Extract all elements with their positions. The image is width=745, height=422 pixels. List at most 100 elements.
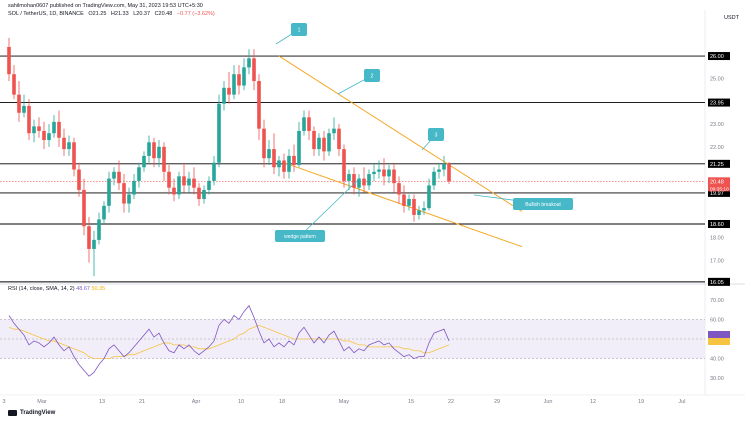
- candle-body: [117, 171, 121, 184]
- candle-body: [92, 239, 96, 249]
- rsi-axis-label: 50.00: [710, 337, 724, 343]
- candle-body: [27, 105, 31, 134]
- candle-body: [17, 94, 21, 113]
- candle-body: [247, 58, 251, 68]
- candle-body: [102, 205, 106, 220]
- candle-body: [127, 194, 131, 204]
- annotation-bullish-breakout-box: [513, 198, 573, 210]
- time-axis-label: Apr: [192, 399, 201, 405]
- candle-body: [262, 128, 266, 159]
- annotation-wedge-pattern-box: [275, 230, 325, 242]
- annotation-1-box: [291, 23, 307, 36]
- wedge-upper-trendline: [278, 55, 523, 212]
- symbol-header: SOL / TetherUS, 1D, BINANCE O21.25 H21.3…: [8, 11, 218, 17]
- candle-body: [352, 174, 356, 188]
- time-axis-label: Jun: [544, 399, 553, 405]
- chart-header: sahilmohan0607 published on TradingView.…: [8, 3, 206, 9]
- candle-body: [147, 142, 151, 156]
- annotation-3-pointer: [421, 134, 437, 151]
- price-level-label: 18.60: [710, 222, 724, 228]
- rsi-axis-label: 40.00: [710, 357, 724, 363]
- candle-body: [267, 149, 271, 159]
- time-axis-label: 19: [638, 399, 644, 405]
- candle-body: [257, 81, 261, 129]
- candle-body: [347, 174, 351, 181]
- candle-body: [32, 126, 36, 134]
- price-level-label: 26.00: [710, 54, 724, 60]
- price-axis-label: 23.00: [710, 122, 724, 128]
- candle-body: [412, 199, 416, 215]
- time-axis-label: 22: [448, 399, 454, 405]
- candle-body: [272, 149, 276, 168]
- ohlc-low: L20.37: [133, 11, 151, 17]
- price-level-tag: [708, 159, 730, 168]
- tradingview-logo: TradingView: [8, 410, 55, 416]
- candle-body: [172, 187, 176, 195]
- candle-body: [407, 199, 411, 206]
- candle-body: [22, 105, 26, 113]
- candle-body: [377, 169, 381, 172]
- candle-body: [332, 128, 336, 134]
- candle-body: [382, 169, 386, 177]
- annotation-bullish-breakout-label: Bullish breakout: [525, 202, 561, 208]
- candle-body: [337, 128, 341, 150]
- price-level-label: 23.95: [710, 101, 724, 107]
- price-level-label: 21.25: [710, 162, 724, 168]
- candle-body: [322, 137, 326, 152]
- candle-body: [402, 194, 406, 206]
- time-axis-label: 18: [279, 399, 285, 405]
- annotation-2-box: [364, 69, 380, 82]
- tradingview-logo-icon: [8, 410, 17, 416]
- candle-body: [132, 180, 136, 195]
- time-axis-label: 15: [408, 399, 414, 405]
- rsi-axis-label: 30.00: [710, 376, 724, 382]
- annotation-bullish-breakout-pointer: [473, 194, 544, 205]
- price-level-label: 19.97: [710, 191, 724, 197]
- candle-body: [287, 155, 291, 172]
- candle-body: [312, 130, 316, 150]
- candle-body: [87, 226, 91, 249]
- candle-body: [372, 171, 376, 175]
- candle-body: [157, 146, 161, 159]
- candle-body: [62, 137, 66, 150]
- candle-body: [432, 171, 436, 186]
- rsi-label: RSI (14, close, SMA, 14, 2): [8, 286, 75, 292]
- candle-body: [367, 174, 371, 186]
- rsi-axis-label: 70.00: [710, 298, 724, 304]
- candle-body: [342, 149, 346, 181]
- rsi-line: [8, 304, 450, 377]
- time-axis-label: 12: [590, 399, 596, 405]
- candle-body: [192, 178, 196, 188]
- candle-body: [77, 169, 81, 190]
- candle-body: [437, 169, 441, 172]
- rsi-sma-line: [8, 324, 450, 360]
- currency-label: USDT: [724, 15, 739, 21]
- rsi-sma-value: 50.35: [91, 286, 106, 292]
- rsi-axis-label: 60.00: [710, 317, 724, 323]
- time-axis-label: 21: [139, 399, 145, 405]
- candle-body: [7, 46, 11, 75]
- bar-countdown-label: 09:35:10: [710, 186, 729, 192]
- candle-body: [142, 155, 146, 168]
- candle-body: [177, 176, 181, 195]
- time-axis-label: 13: [99, 399, 105, 405]
- price-level-tag: [708, 277, 730, 286]
- candle-body: [237, 74, 241, 86]
- candle-body: [47, 133, 51, 141]
- time-axis-label: 29: [494, 399, 500, 405]
- candle-body: [57, 121, 61, 138]
- price-level-tag: [708, 188, 730, 197]
- candle-body: [232, 74, 236, 95]
- candle-body: [42, 130, 46, 141]
- candle-body: [212, 162, 216, 181]
- last-price-label: 20.48: [710, 179, 724, 185]
- candle-body: [277, 160, 281, 168]
- candle-body: [107, 178, 111, 206]
- candle-body: [282, 160, 286, 172]
- price-axis-label: 22.00: [710, 145, 724, 151]
- candle-body: [112, 171, 116, 179]
- ohlc-close: C20.48: [154, 11, 173, 17]
- candle-body: [397, 183, 401, 195]
- rsi-value-tag: [708, 331, 730, 338]
